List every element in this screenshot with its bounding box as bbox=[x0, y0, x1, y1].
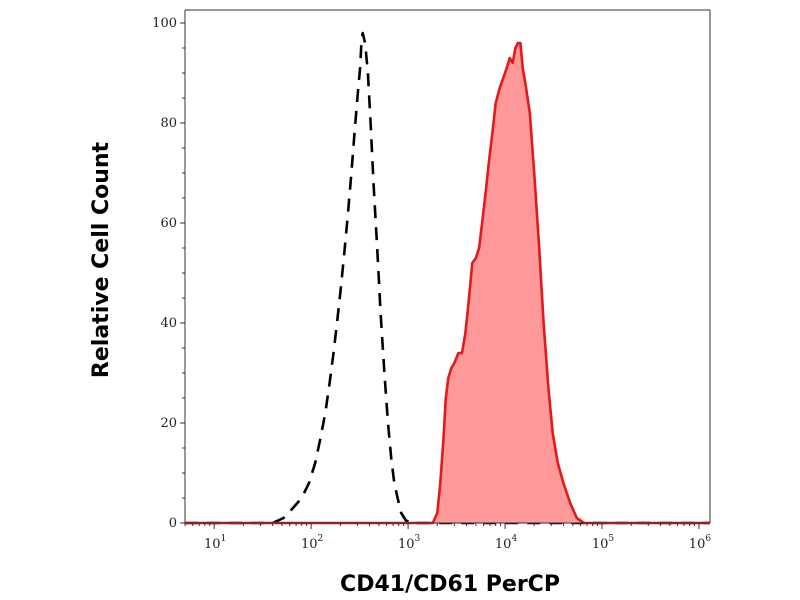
x-tick-exponent: 5 bbox=[608, 534, 614, 544]
x-tick-label: 104 bbox=[495, 534, 518, 552]
x-tick-exponent: 4 bbox=[511, 534, 517, 544]
series-line-1 bbox=[185, 41, 710, 525]
x-tick-base: 10 bbox=[495, 537, 512, 552]
y-tick-label: 100 bbox=[152, 16, 177, 31]
x-tick-label: 105 bbox=[592, 534, 615, 552]
x-tick-base: 10 bbox=[689, 537, 706, 552]
x-tick-base: 10 bbox=[204, 537, 221, 552]
y-axis-title: Relative Cell Count bbox=[89, 141, 114, 378]
x-tick-base: 10 bbox=[398, 537, 415, 552]
y-tick-label: 80 bbox=[160, 116, 177, 131]
x-tick-exponent: 2 bbox=[318, 534, 324, 544]
x-tick-label: 101 bbox=[204, 534, 226, 552]
series-layer bbox=[185, 31, 710, 525]
x-tick-exponent: 3 bbox=[414, 534, 420, 544]
series-line-0 bbox=[185, 31, 710, 525]
x-axis-title: CD41/CD61 PerCP bbox=[340, 572, 560, 597]
y-tick-label: 40 bbox=[160, 316, 177, 331]
x-tick-exponent: 1 bbox=[221, 534, 227, 544]
x-tick-label: 103 bbox=[398, 534, 421, 552]
y-tick-label: 0 bbox=[169, 516, 177, 531]
x-tick-exponent: 6 bbox=[705, 534, 711, 544]
series-fill-1 bbox=[185, 43, 710, 523]
y-tick-label: 60 bbox=[160, 216, 177, 231]
x-tick-base: 10 bbox=[301, 537, 318, 552]
y-tick-label: 20 bbox=[160, 416, 177, 431]
x-tick-label: 102 bbox=[301, 534, 323, 552]
x-tick-base: 10 bbox=[592, 537, 609, 552]
x-tick-label: 106 bbox=[689, 534, 712, 552]
